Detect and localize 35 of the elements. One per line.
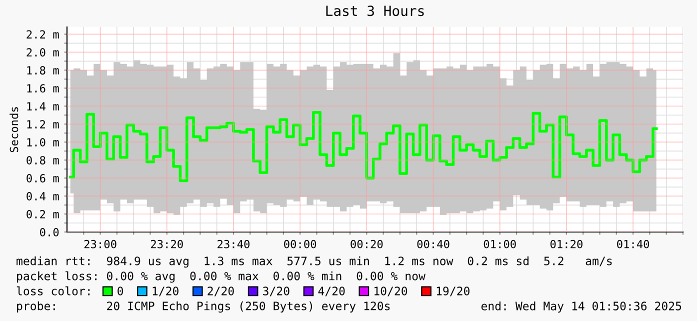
text: end: Wed May 14 01:50:36 2025 bbox=[481, 301, 682, 313]
y-tick-label: 0.2 m bbox=[26, 210, 59, 218]
x-tick-label: 23:00 bbox=[84, 240, 116, 248]
x-tick-label: 01:40 bbox=[617, 240, 650, 248]
chart-title: Last 3 Hours bbox=[326, 6, 424, 16]
legend-label: 19/20 bbox=[436, 286, 470, 296]
x-tick-label: 01:20 bbox=[550, 240, 582, 248]
y-tick-label: 2.0 m bbox=[26, 48, 59, 57]
legend-label: 10/20 bbox=[374, 286, 408, 296]
y-tick-label: 0.8 m bbox=[26, 156, 59, 164]
y-tick-label: 1.8 m bbox=[27, 66, 59, 75]
y-tick-label: 1.2 m bbox=[27, 120, 59, 128]
x-tick-label: 23:40 bbox=[218, 240, 250, 248]
x-tick-label: 23:20 bbox=[150, 240, 183, 248]
x-tick-label: 00:40 bbox=[417, 240, 450, 248]
legend-label: 3/20 bbox=[263, 286, 290, 296]
text: loss color: bbox=[16, 286, 90, 296]
text: probe: 20 ICMP Echo Pings (250 Bytes) every 120s bbox=[17, 301, 390, 313]
y-tick-label: 2.2 m bbox=[26, 30, 59, 38]
y-tick-label: 1.6 m bbox=[27, 84, 59, 93]
y-tick-label: 0.6 m bbox=[26, 174, 59, 182]
y-axis-title: Seconds bbox=[10, 107, 18, 152]
x-tick-label: 01:00 bbox=[484, 240, 516, 248]
y-tick-label: 1.4 m bbox=[27, 102, 59, 110]
legend-label: 2/20 bbox=[208, 286, 234, 296]
y-tick-label: 0.4 m bbox=[26, 192, 59, 200]
x-tick-label: 00:20 bbox=[350, 240, 383, 248]
text: packet loss: 0.00 % avg 0.00 % max 0.00 % min 0.00 % now bbox=[17, 271, 426, 283]
y-tick-label: 0.0 bbox=[40, 228, 59, 236]
legend-label: 0 bbox=[118, 286, 124, 296]
legend-label: 1/20 bbox=[152, 286, 178, 296]
text: median rtt: 984.9 us avg 1.3 ms max 577.5 us min 1.2 ms now 0.2 ms sd 5.2 am/s bbox=[16, 256, 612, 268]
x-tick-label: 00:00 bbox=[284, 240, 316, 248]
y-tick-label: 1.0 m bbox=[27, 138, 59, 146]
legend-label: 4/20 bbox=[318, 286, 345, 296]
